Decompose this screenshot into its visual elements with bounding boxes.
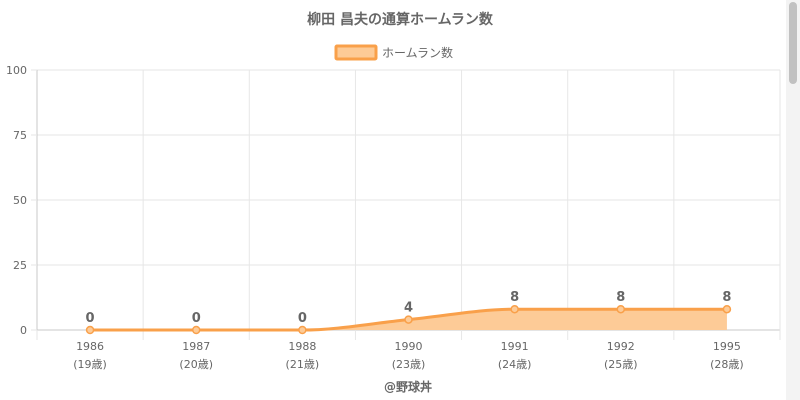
data-labels: 0 0 0 4 8 8 8 [86,290,732,326]
x-tick-sublabel: (25歳) [604,358,638,371]
x-tick-label: 1986 [76,340,104,353]
chart-title: 柳田 昌夫の通算ホームラン数 [307,11,494,28]
x-tick-sublabel: (21歳) [286,358,320,371]
x-tick-sublabel: (28歳) [710,358,744,371]
data-label: 4 [404,301,413,316]
x-tick-label: 1987 [182,340,210,353]
x-tick-sublabel: (23歳) [392,358,426,371]
y-tick-label: 50 [13,194,27,207]
data-label: 0 [298,311,307,326]
data-label: 8 [510,290,519,305]
y-tick-label: 25 [13,259,27,272]
data-label: 0 [192,311,201,326]
x-axis: 1986 (19歳) 1987 (20歳) 1988 (21歳) 1990 (23歳) 1991… [36,330,781,371]
x-tick-label: 1990 [395,340,423,353]
y-axis: 0 25 50 75 100 [6,64,37,337]
x-tick-sublabel: (24歳) [498,358,532,371]
data-point [404,315,413,324]
data-point [298,325,307,335]
x-tick-sublabel: (20歳) [179,358,213,371]
series-homeruns [85,304,732,335]
data-point [616,304,626,314]
y-tick-label: 75 [13,129,27,142]
data-label: 8 [616,290,625,305]
data-label: 8 [722,290,731,305]
scrollbar-track[interactable] [786,0,800,400]
data-point [85,325,95,335]
x-tick-label: 1988 [288,340,316,353]
legend-swatch[interactable] [334,44,378,61]
data-point [191,325,201,335]
y-tick-label: 0 [20,324,27,337]
legend[interactable]: ホームラン数 [334,44,453,61]
data-label: 0 [86,311,95,326]
data-point [510,304,519,314]
credit-text: @野球丼 [384,379,432,394]
x-tick-sublabel: (19歳) [73,358,107,371]
x-tick-label: 1991 [501,340,529,353]
legend-label[interactable]: ホームラン数 [382,45,453,60]
data-point [722,304,732,314]
grid-lines [36,69,781,340]
y-tick-label: 100 [6,64,27,77]
scrollbar-thumb[interactable] [789,2,797,84]
x-tick-label: 1992 [607,340,635,353]
x-tick-label: 1995 [713,340,741,353]
